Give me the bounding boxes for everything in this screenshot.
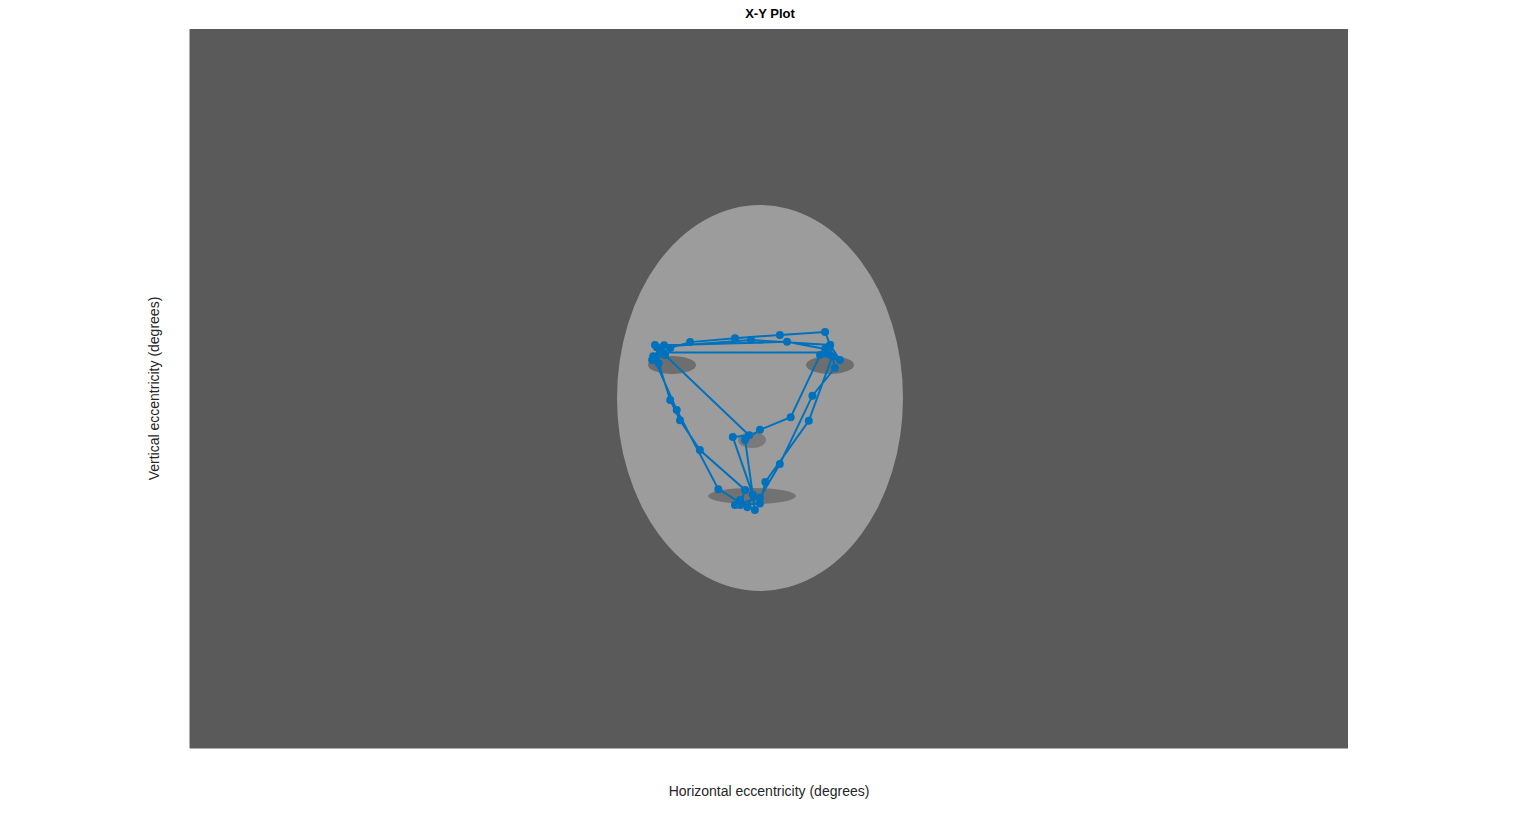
svg-text:Vertical eccentricity (degrees: Vertical eccentricity (degrees) (146, 297, 162, 481)
html-text:X-Y Plot: X-Y Plot (745, 6, 795, 21)
svg-text:Horizontal eccentricity (degre: Horizontal eccentricity (degrees) (669, 783, 870, 799)
